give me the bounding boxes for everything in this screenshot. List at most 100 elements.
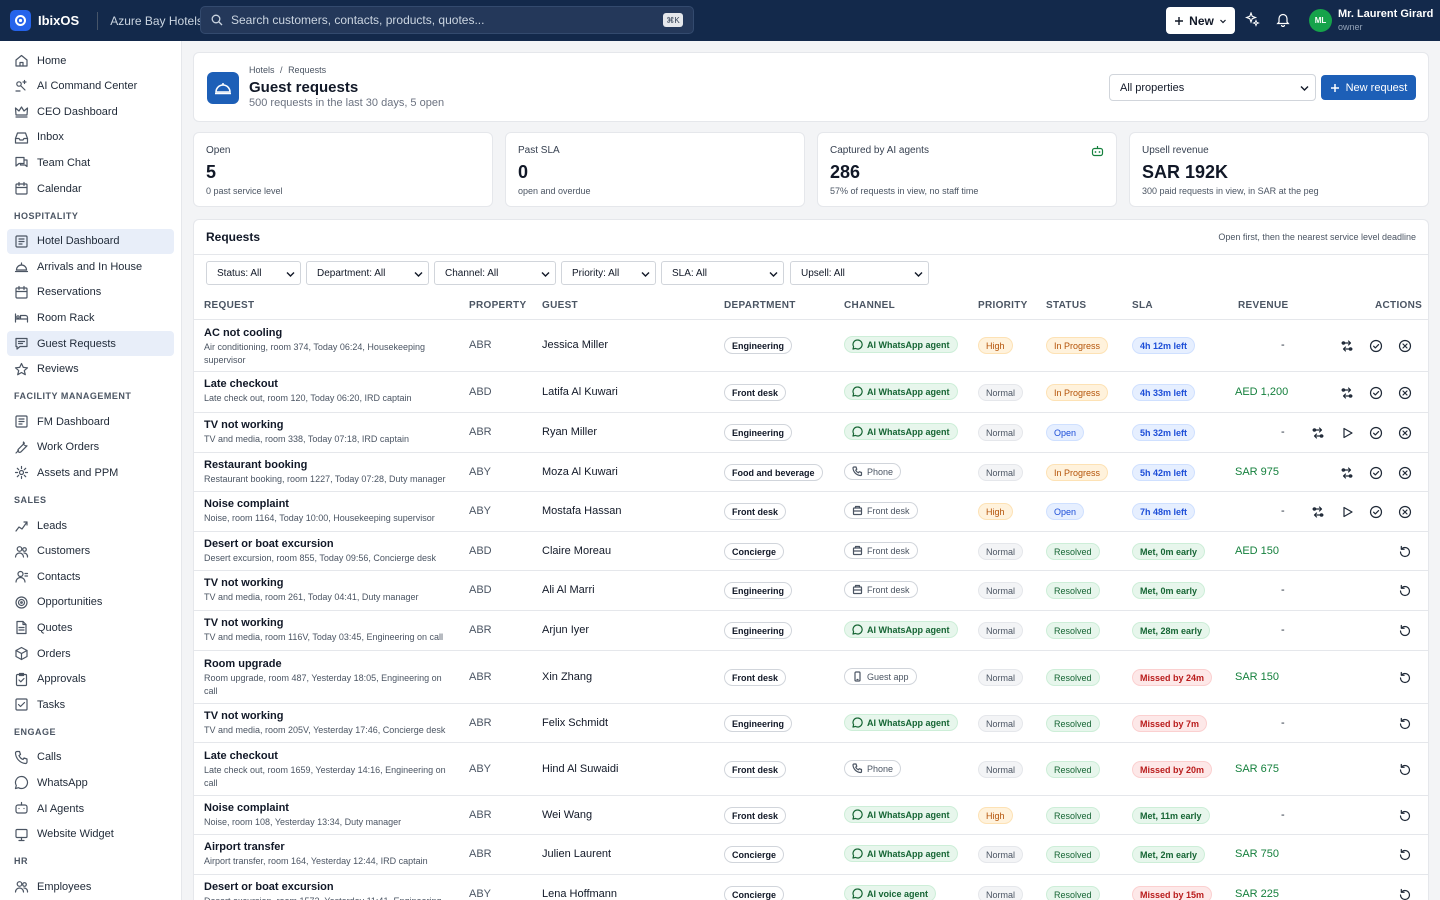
- request-title[interactable]: TV not working: [204, 710, 284, 722]
- reopen-icon[interactable]: [1398, 809, 1412, 823]
- sparkles-icon[interactable]: [1245, 12, 1260, 27]
- column-header[interactable]: GUEST: [542, 300, 578, 311]
- table-row[interactable]: TV not working TV and media, room 261, T…: [194, 571, 1428, 611]
- guest-name[interactable]: Xin Zhang: [542, 671, 593, 683]
- table-row[interactable]: Late checkout Late check out, room 1659,…: [194, 743, 1428, 796]
- table-row[interactable]: Airport transfer Airport transfer, room …: [194, 835, 1428, 875]
- start-icon[interactable]: [1340, 505, 1354, 519]
- sidebar-item-ai-command-center[interactable]: AI Command Center: [7, 74, 174, 99]
- guest-name[interactable]: Ali Al Marri: [542, 584, 595, 596]
- request-title[interactable]: Noise complaint: [204, 498, 289, 510]
- guest-name[interactable]: Jessica Miller: [542, 339, 609, 351]
- table-row[interactable]: Noise complaint Noise, room 108, Yesterd…: [194, 796, 1428, 835]
- sidebar-item-home[interactable]: Home: [7, 48, 174, 73]
- reopen-icon[interactable]: [1398, 848, 1412, 862]
- sidebar-item-work-orders[interactable]: Work Orders: [7, 435, 174, 460]
- guest-name[interactable]: Julien Laurent: [542, 848, 612, 860]
- sidebar-item-calendar[interactable]: Calendar: [7, 176, 174, 201]
- reopen-icon[interactable]: [1398, 624, 1412, 638]
- column-header[interactable]: STATUS: [1046, 300, 1087, 311]
- notification-bell-icon[interactable]: [1276, 12, 1290, 27]
- sidebar-item-tasks[interactable]: Tasks: [7, 692, 174, 717]
- global-search-input[interactable]: Search customers, contacts, products, qu…: [200, 6, 694, 34]
- filter-select[interactable]: Upsell: All: [790, 261, 929, 285]
- avatar[interactable]: ML: [1309, 9, 1332, 32]
- reassign-icon[interactable]: [1311, 505, 1325, 519]
- reopen-icon[interactable]: [1398, 717, 1412, 731]
- sidebar-item-room-rack[interactable]: Room Rack: [7, 305, 174, 330]
- column-header[interactable]: PRIORITY: [978, 300, 1028, 311]
- filter-select[interactable]: Department: All: [306, 261, 429, 285]
- guest-name[interactable]: Arjun Iyer: [542, 624, 590, 636]
- guest-name[interactable]: Hind Al Suwaidi: [542, 763, 619, 775]
- table-row[interactable]: Restaurant booking Restaurant booking, r…: [194, 453, 1428, 492]
- sidebar-item-contacts[interactable]: Contacts: [7, 564, 174, 589]
- cancel-icon[interactable]: [1398, 426, 1412, 440]
- org-name[interactable]: Azure Bay Hotels: [110, 13, 203, 28]
- request-title[interactable]: TV not working: [204, 617, 284, 629]
- sidebar-item-quotes[interactable]: Quotes: [7, 615, 174, 640]
- filter-select[interactable]: SLA: All: [661, 261, 784, 285]
- start-icon[interactable]: [1340, 426, 1354, 440]
- reopen-icon[interactable]: [1398, 888, 1412, 900]
- column-header[interactable]: PROPERTY: [469, 300, 527, 311]
- guest-name[interactable]: Wei Wang: [542, 809, 593, 821]
- sidebar-item-fm-dashboard[interactable]: FM Dashboard: [7, 409, 174, 434]
- sidebar-item-whatsapp[interactable]: WhatsApp: [7, 770, 174, 795]
- sidebar-item-reservations[interactable]: Reservations: [7, 280, 174, 305]
- sidebar-item-website-widget[interactable]: Website Widget: [7, 822, 174, 847]
- request-title[interactable]: AC not cooling: [204, 327, 283, 339]
- table-row[interactable]: Desert or boat excursion Desert excursio…: [194, 875, 1428, 900]
- table-row[interactable]: TV not working TV and media, room 338, T…: [194, 413, 1428, 453]
- column-header[interactable]: REVENUE: [1238, 300, 1289, 311]
- sidebar-item-ceo-dashboard[interactable]: CEO Dashboard: [7, 99, 174, 124]
- request-title[interactable]: Late checkout: [204, 378, 278, 390]
- resolve-icon[interactable]: [1369, 386, 1383, 400]
- sidebar-item-ai-agents[interactable]: AI Agents: [7, 796, 174, 821]
- table-row[interactable]: Room upgrade Room upgrade, room 487, Yes…: [194, 651, 1428, 704]
- column-header[interactable]: DEPARTMENT: [724, 300, 796, 311]
- request-title[interactable]: Desert or boat excursion: [204, 881, 334, 893]
- table-row[interactable]: Desert or boat excursion Desert excursio…: [194, 532, 1428, 571]
- reassign-icon[interactable]: [1311, 426, 1325, 440]
- sidebar-item-employees[interactable]: Employees: [7, 874, 174, 899]
- reassign-icon[interactable]: [1340, 386, 1354, 400]
- resolve-icon[interactable]: [1369, 426, 1383, 440]
- sidebar-item-approvals[interactable]: Approvals: [7, 667, 174, 692]
- request-title[interactable]: Airport transfer: [204, 841, 285, 853]
- reopen-icon[interactable]: [1398, 584, 1412, 598]
- property-select[interactable]: All properties: [1109, 74, 1316, 101]
- guest-name[interactable]: Felix Schmidt: [542, 717, 609, 729]
- filter-select[interactable]: Status: All: [206, 261, 301, 285]
- app-logo[interactable]: IbixOS: [10, 10, 79, 31]
- table-row[interactable]: TV not working TV and media, room 205V, …: [194, 704, 1428, 743]
- resolve-icon[interactable]: [1369, 505, 1383, 519]
- sidebar-item-team-chat[interactable]: Team Chat: [7, 150, 174, 175]
- reopen-icon[interactable]: [1398, 671, 1412, 685]
- request-title[interactable]: Desert or boat excursion: [204, 538, 334, 550]
- sidebar-item-guest-requests[interactable]: Guest Requests: [7, 331, 174, 356]
- sidebar-item-assets-and-ppm[interactable]: Assets and PPM: [7, 460, 174, 485]
- request-title[interactable]: Noise complaint: [204, 802, 289, 814]
- reopen-icon[interactable]: [1398, 763, 1412, 777]
- guest-name[interactable]: Lena Hoffmann: [542, 888, 618, 900]
- new-request-button[interactable]: New request: [1321, 75, 1416, 100]
- reopen-icon[interactable]: [1398, 545, 1412, 559]
- sidebar-item-inbox[interactable]: Inbox: [7, 125, 174, 150]
- request-title[interactable]: Restaurant booking: [204, 459, 308, 471]
- table-row[interactable]: TV not working TV and media, room 116V, …: [194, 611, 1428, 651]
- table-row[interactable]: Noise complaint Noise, room 1164, Today …: [194, 492, 1428, 532]
- resolve-icon[interactable]: [1369, 466, 1383, 480]
- filter-select[interactable]: Priority: All: [561, 261, 656, 285]
- guest-name[interactable]: Moza Al Kuwari: [542, 466, 618, 478]
- request-title[interactable]: TV not working: [204, 577, 284, 589]
- sidebar-item-arrivals-and-in-house[interactable]: Arrivals and In House: [7, 254, 174, 279]
- sidebar-item-reviews[interactable]: Reviews: [7, 357, 174, 382]
- reassign-icon[interactable]: [1340, 339, 1354, 353]
- guest-name[interactable]: Latifa Al Kuwari: [542, 386, 618, 398]
- filter-select[interactable]: Channel: All: [434, 261, 556, 285]
- guest-name[interactable]: Claire Moreau: [542, 545, 612, 557]
- column-header[interactable]: CHANNEL: [844, 300, 895, 311]
- request-title[interactable]: Room upgrade: [204, 658, 282, 670]
- sidebar-item-orders[interactable]: Orders: [7, 641, 174, 666]
